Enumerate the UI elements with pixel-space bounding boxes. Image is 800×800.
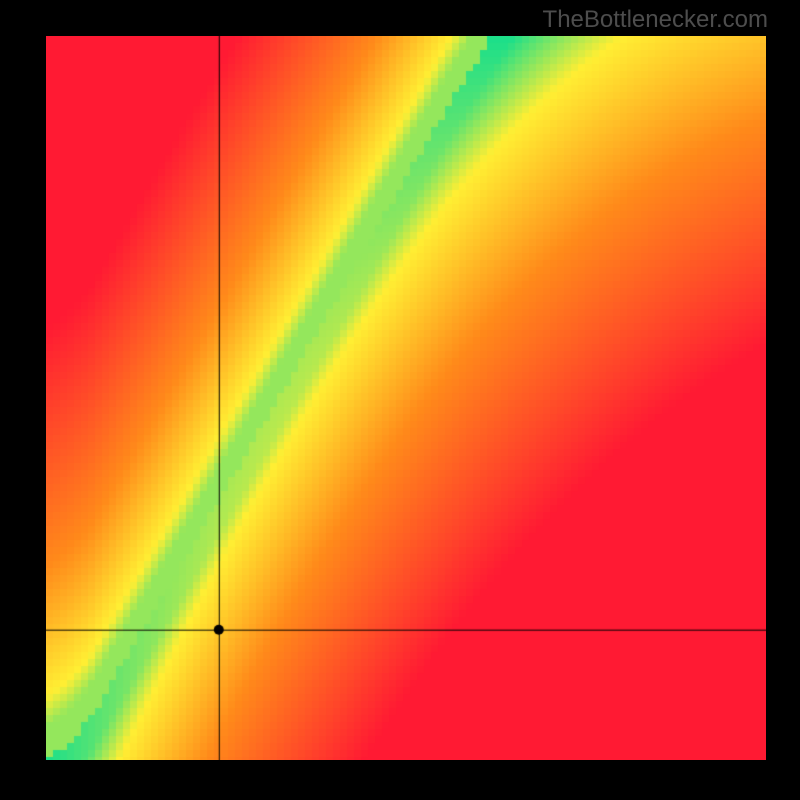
watermark-text: TheBottlenecker.com (543, 6, 768, 34)
chart-container: TheBottlenecker.com (0, 0, 800, 800)
bottleneck-heatmap (46, 36, 766, 760)
